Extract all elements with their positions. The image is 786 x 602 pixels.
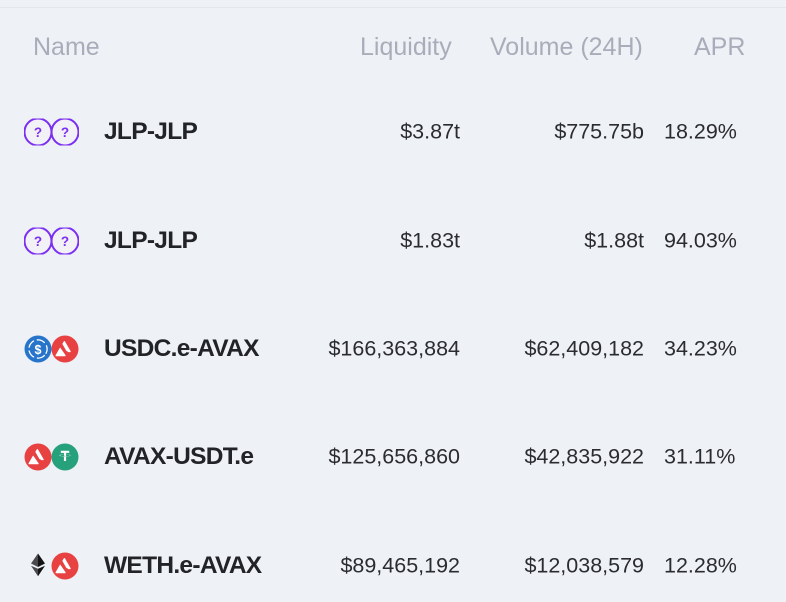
svg-text:?: ? [34, 125, 42, 140]
svg-text:?: ? [34, 234, 42, 249]
svg-text:$: $ [35, 343, 42, 357]
svg-text:?: ? [61, 125, 69, 140]
svg-text:?: ? [61, 234, 69, 249]
